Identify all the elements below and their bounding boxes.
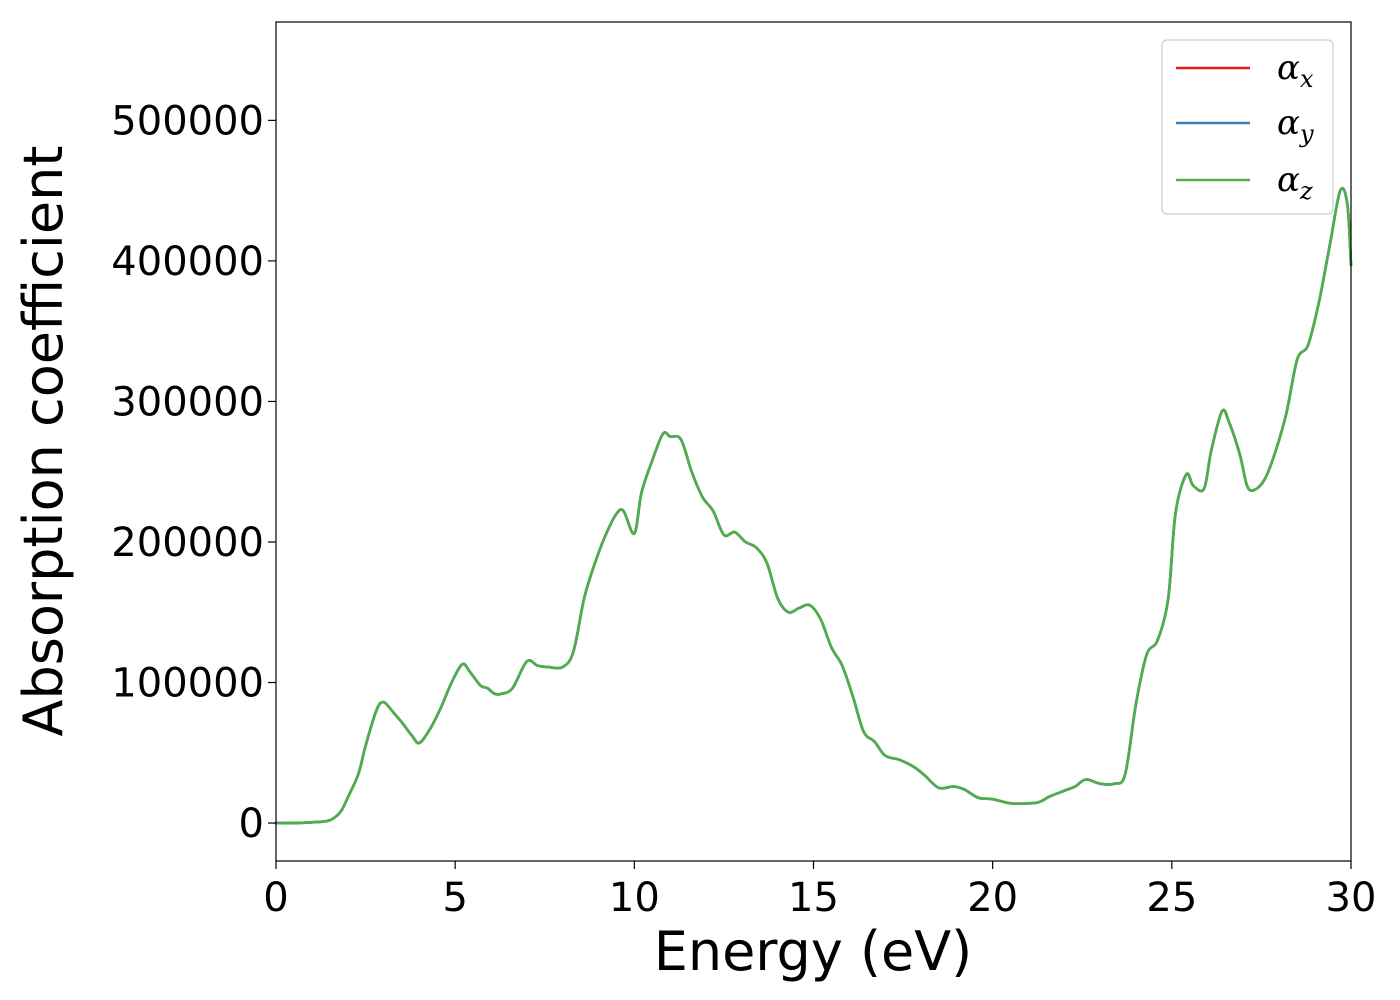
y-tick-label: 500000 <box>111 98 264 144</box>
y-axis-ticks: 0 100000 200000 300000 400000 500000 <box>111 98 276 847</box>
y-tick-label: 200000 <box>111 520 264 566</box>
legend-label-alpha-x: αx <box>1277 48 1314 93</box>
legend-label-alpha-y: αy <box>1277 103 1314 148</box>
x-tick-label: 30 <box>1326 875 1377 921</box>
legend: αx αy αz <box>1161 39 1334 215</box>
x-axis-title: Energy (eV) <box>654 920 973 983</box>
x-tick-label: 0 <box>263 875 288 921</box>
x-tick-label: 10 <box>609 875 660 921</box>
x-tick-label: 20 <box>967 875 1018 921</box>
y-axis-title: Absorption coefficient <box>12 146 75 737</box>
y-tick-label: 0 <box>239 801 264 847</box>
x-tick-label: 15 <box>788 875 839 921</box>
legend-items: αx αy αz <box>1176 48 1314 205</box>
legend-label-alpha-z: αz <box>1277 160 1313 205</box>
x-axis-ticks: 0 5 10 15 20 25 30 <box>263 861 1376 921</box>
x-tick-label: 25 <box>1146 875 1197 921</box>
x-tick-label: 5 <box>442 875 467 921</box>
y-tick-label: 400000 <box>111 239 264 285</box>
series-layer <box>274 186 1353 825</box>
y-tick-label: 300000 <box>111 379 264 425</box>
y-tick-label: 100000 <box>111 661 264 707</box>
legend-box <box>1161 39 1334 215</box>
series-line-alpha-z <box>274 186 1353 825</box>
